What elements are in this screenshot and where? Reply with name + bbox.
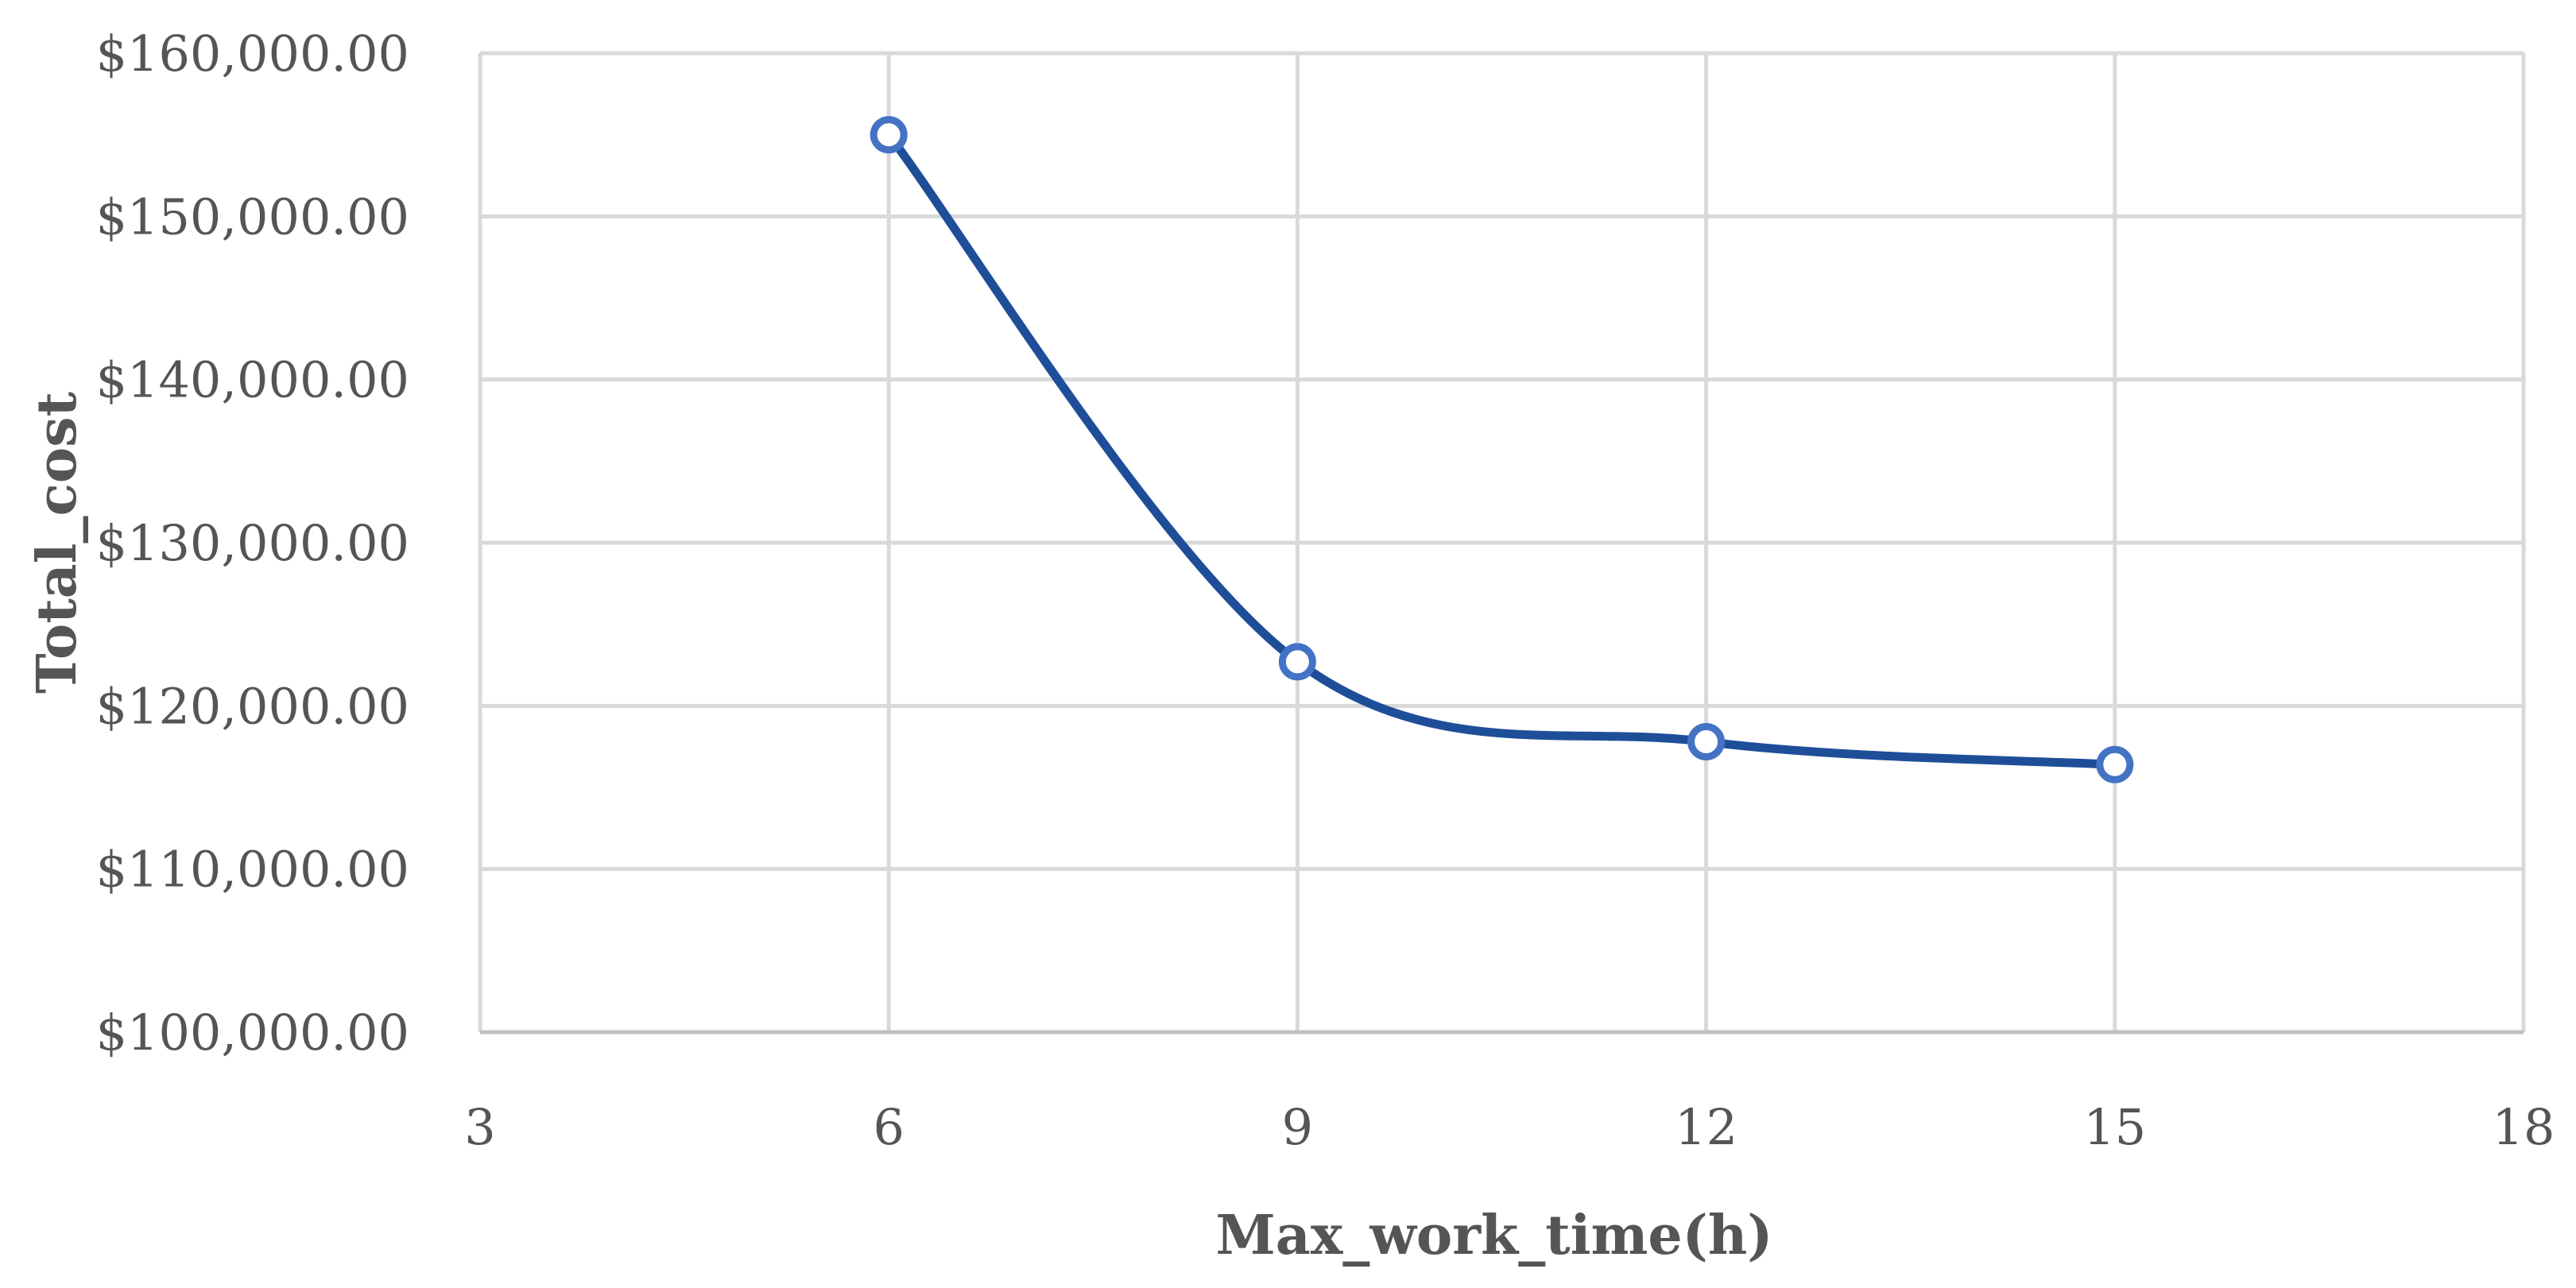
series-layer bbox=[870, 116, 2134, 783]
x-tick-label: 18 bbox=[2493, 1098, 2555, 1156]
x-tick-label: 9 bbox=[1282, 1098, 1313, 1156]
series-line bbox=[884, 130, 2120, 769]
y-tick-label: $150,000.00 bbox=[96, 188, 409, 246]
y-tick-label: $140,000.00 bbox=[96, 351, 409, 409]
y-tick-labels: $100,000.00 $110,000.00 $120,000.00 $130,00… bbox=[96, 25, 409, 1062]
y-tick-label: $160,000.00 bbox=[96, 25, 409, 83]
x-tick-label: 3 bbox=[464, 1098, 495, 1156]
data-point-marker bbox=[2096, 745, 2134, 783]
y-axis-title: Total_cost bbox=[25, 391, 89, 694]
x-axis-title: Max_work_time(h) bbox=[1216, 1204, 1773, 1267]
data-point-marker bbox=[1687, 723, 1726, 761]
data-point-marker bbox=[870, 116, 908, 154]
x-tick-labels: 3 6 9 12 15 18 bbox=[464, 1098, 2555, 1156]
y-tick-label: $100,000.00 bbox=[96, 1004, 409, 1062]
y-tick-label: $120,000.00 bbox=[96, 677, 409, 735]
grid bbox=[478, 51, 2526, 1032]
x-tick-label: 12 bbox=[1675, 1098, 1737, 1156]
y-tick-label: $110,000.00 bbox=[96, 841, 409, 899]
x-tick-label: 6 bbox=[873, 1098, 904, 1156]
y-tick-label: $130,000.00 bbox=[96, 514, 409, 572]
data-point-marker bbox=[1278, 643, 1316, 681]
x-tick-label: 15 bbox=[2083, 1098, 2146, 1156]
